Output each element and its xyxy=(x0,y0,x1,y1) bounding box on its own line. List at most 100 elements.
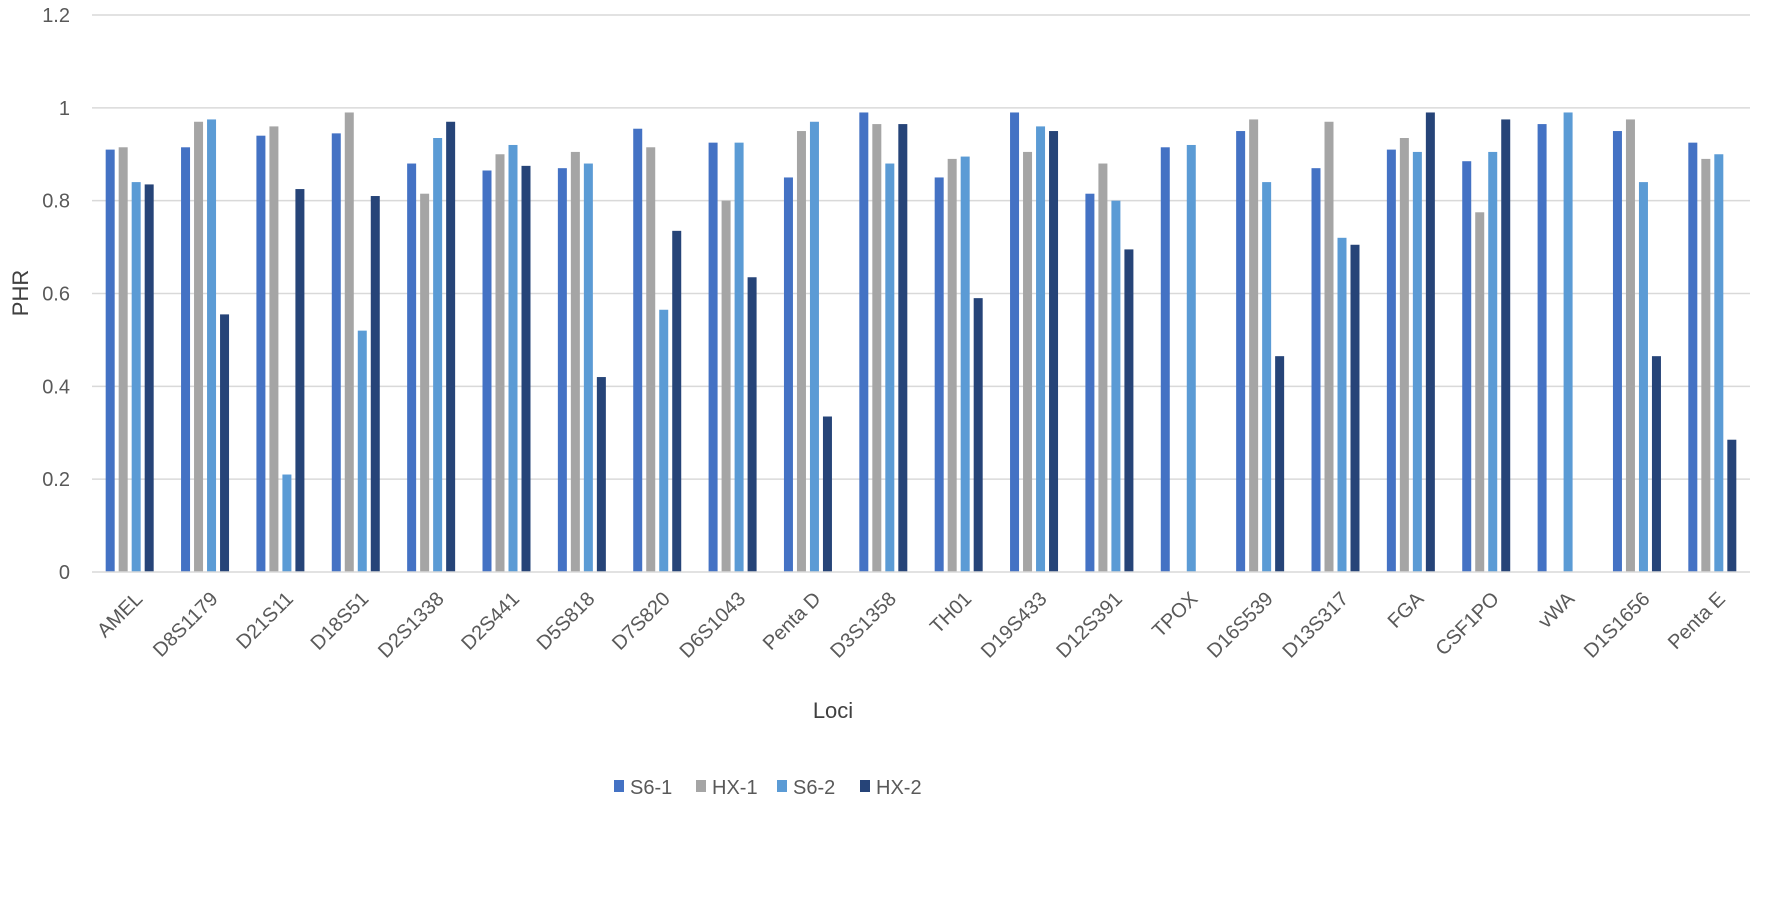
bar-hx-2-d7s820 xyxy=(672,230,682,572)
bar-s6-1-d16s539 xyxy=(1236,131,1246,572)
bar-hx-2-penta-e xyxy=(1727,439,1737,572)
y-tick-label: 0.4 xyxy=(42,376,70,398)
x-axis-title: Loci xyxy=(813,698,853,723)
x-tick-label: D18S51 xyxy=(307,588,374,655)
bar-hx-1-d5s818 xyxy=(570,151,580,572)
bar-hx-1-th01 xyxy=(947,158,957,572)
y-axis-title: PHR xyxy=(8,270,33,316)
bar-s6-2-d2s441 xyxy=(508,144,518,572)
x-tick-label: TPOX xyxy=(1148,588,1202,642)
bar-hx-1-d7s820 xyxy=(646,147,656,572)
bar-s6-2-penta-d xyxy=(809,121,819,572)
bar-hx-2-d8s1179 xyxy=(220,314,230,572)
bar-s6-2-d5s818 xyxy=(583,163,593,573)
bar-hx-2-csf1po xyxy=(1501,119,1511,572)
bar-hx-1-d2s441 xyxy=(495,154,505,572)
bar-hx-2-d2s1338 xyxy=(446,121,456,572)
x-tick-label: D2S441 xyxy=(457,588,524,655)
bar-s6-2-d13s317 xyxy=(1337,237,1347,573)
bar-hx-1-d18s51 xyxy=(344,112,354,572)
y-tick-label: 0.2 xyxy=(42,469,70,491)
x-tick-label: D1S1656 xyxy=(1580,588,1655,663)
y-tick-label: 0.6 xyxy=(42,284,70,306)
y-axis-ticks: 0 0.2 0.4 0.6 0.8 1 1.2 xyxy=(42,5,70,584)
bar-hx-2-th01 xyxy=(973,298,983,572)
bar-hx-2-amel xyxy=(144,184,154,572)
bar-s6-1-penta-e xyxy=(1688,142,1698,573)
bar-s6-2-d16s539 xyxy=(1262,182,1272,572)
legend: S6-1 HX-1 S6-2 HX-2 xyxy=(614,777,922,799)
x-tick-label: TH01 xyxy=(926,588,976,638)
legend-label: S6-1 xyxy=(630,777,672,799)
bar-s6-2-vwa xyxy=(1563,112,1573,572)
x-tick-label: FGA xyxy=(1384,588,1429,633)
bar-hx-2-d16s539 xyxy=(1275,356,1285,572)
bar-s6-1-d7s820 xyxy=(633,128,643,573)
bar-hx-1-csf1po xyxy=(1475,212,1485,573)
x-tick-label: D7S820 xyxy=(608,588,675,655)
bar-s6-1-d13s317 xyxy=(1311,168,1321,573)
bar-s6-2-d6s1043 xyxy=(734,142,744,573)
bar-hx-1-d1s1656 xyxy=(1625,119,1635,572)
bars xyxy=(105,112,1737,573)
x-tick-label: D8S1179 xyxy=(149,588,222,661)
bar-hx-2-d21s11 xyxy=(295,189,305,572)
bar-s6-1-fga xyxy=(1386,149,1396,572)
bar-s6-1-tpox xyxy=(1160,147,1170,572)
bar-hx-1-d21s11 xyxy=(269,126,279,573)
y-tick-label: 1 xyxy=(59,98,70,120)
legend-label: HX-2 xyxy=(876,777,922,799)
bar-s6-2-d2s1338 xyxy=(433,138,443,573)
x-tick-label: D5S818 xyxy=(533,588,600,655)
x-tick-label: Penta D xyxy=(759,588,826,655)
x-tick-label: D3S1358 xyxy=(826,588,901,663)
y-tick-label: 1.2 xyxy=(42,5,70,27)
bar-s6-2-th01 xyxy=(960,156,970,572)
bar-s6-1-d2s441 xyxy=(482,170,492,572)
bar-s6-2-d21s11 xyxy=(282,474,292,572)
bar-s6-2-d18s51 xyxy=(357,330,367,572)
bar-s6-2-fga xyxy=(1412,151,1422,572)
bar-s6-2-d7s820 xyxy=(659,309,669,572)
bar-hx-2-d5s818 xyxy=(596,377,606,572)
bar-s6-1-d8s1179 xyxy=(181,147,191,572)
bar-hx-1-d8s1179 xyxy=(194,121,204,572)
y-tick-label: 0 xyxy=(59,562,70,584)
bar-s6-2-d19s433 xyxy=(1036,126,1046,573)
bar-s6-1-csf1po xyxy=(1462,161,1472,572)
x-tick-label: D6S1043 xyxy=(676,588,751,663)
bar-s6-2-penta-e xyxy=(1714,154,1724,572)
x-axis-ticks: AMEL D8S1179 D21S11 D18S51 D2S1338 D2S441 D5S8… xyxy=(93,588,1730,663)
bar-hx-2-penta-d xyxy=(822,416,832,572)
legend-swatch-hx-2 xyxy=(860,780,870,792)
bar-hx-2-fga xyxy=(1425,112,1435,572)
bar-s6-1-vwa xyxy=(1537,124,1547,573)
bar-s6-1-d12s391 xyxy=(1085,193,1095,572)
bar-hx-2-d6s1043 xyxy=(747,277,757,572)
legend-label: HX-1 xyxy=(712,777,758,799)
bar-hx-1-d3s1358 xyxy=(872,124,882,573)
legend-swatch-s6-2 xyxy=(777,780,787,792)
bar-s6-1-amel xyxy=(105,149,115,572)
bar-hx-2-d2s441 xyxy=(521,165,531,572)
x-tick-label: AMEL xyxy=(93,588,147,642)
bar-s6-2-tpox xyxy=(1186,144,1196,572)
bar-hx-2-d19s433 xyxy=(1049,131,1059,572)
bar-s6-2-d8s1179 xyxy=(207,119,217,572)
bar-hx-2-d3s1358 xyxy=(898,124,908,573)
bar-hx-2-d13s317 xyxy=(1350,244,1360,572)
x-tick-label: CSF1PO xyxy=(1432,588,1504,660)
x-tick-label: D21S11 xyxy=(232,588,298,654)
y-tick-label: 0.8 xyxy=(42,191,70,213)
bar-hx-1-d13s317 xyxy=(1324,121,1334,572)
legend-swatch-s6-1 xyxy=(614,780,624,792)
x-tick-label: vWA xyxy=(1534,588,1579,633)
bar-hx-2-d18s51 xyxy=(370,196,380,572)
bar-hx-1-amel xyxy=(118,147,128,572)
bar-hx-1-d6s1043 xyxy=(721,200,731,572)
bar-s6-1-d6s1043 xyxy=(708,142,718,573)
bar-s6-2-d1s1656 xyxy=(1638,182,1648,572)
bar-s6-1-d5s818 xyxy=(557,168,567,573)
bar-s6-1-d3s1358 xyxy=(859,112,869,572)
bar-hx-1-d16s539 xyxy=(1249,119,1259,572)
